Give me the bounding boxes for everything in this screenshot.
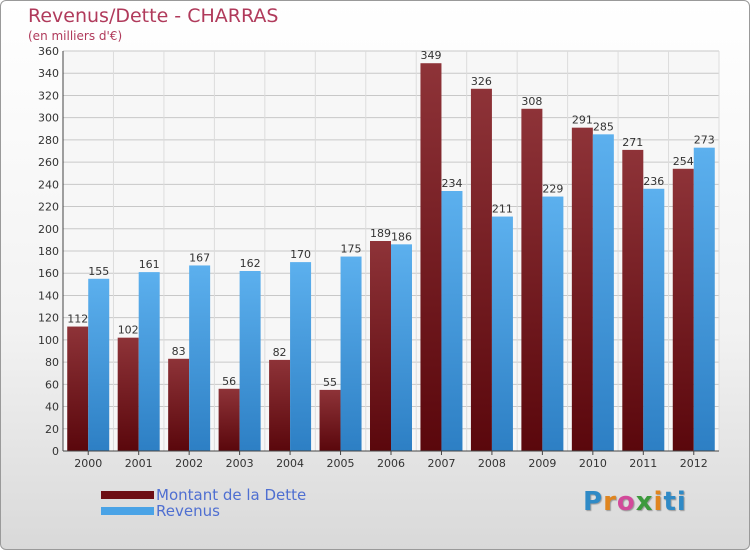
x-tick-label: 2003 bbox=[226, 457, 254, 470]
bar-dette-2004 bbox=[269, 359, 291, 451]
bar-value-label: 155 bbox=[88, 265, 109, 278]
legend-swatch-dette bbox=[101, 491, 154, 499]
y-tick-label: 20 bbox=[45, 423, 59, 436]
bar-revenus-2007 bbox=[441, 191, 463, 451]
bar-value-label: 236 bbox=[643, 175, 664, 188]
bar-dette-2009 bbox=[521, 108, 543, 452]
bar-revenus-2011 bbox=[643, 188, 665, 451]
bar-value-label: 161 bbox=[139, 258, 160, 271]
bar-value-label: 56 bbox=[222, 375, 236, 388]
bar-value-label: 285 bbox=[593, 120, 614, 133]
bar-value-label: 167 bbox=[189, 251, 210, 264]
bar-dette-2012 bbox=[672, 168, 694, 451]
chart-title: Revenus/Dette - CHARRAS bbox=[28, 5, 279, 27]
y-tick-label: 220 bbox=[38, 201, 59, 214]
proxiti-logo: Proxiti bbox=[583, 487, 687, 517]
bar-value-label: 102 bbox=[118, 324, 139, 337]
y-tick-label: 340 bbox=[38, 67, 59, 80]
bar-revenus-2009 bbox=[542, 196, 564, 451]
y-tick-label: 120 bbox=[38, 312, 59, 325]
x-tick-label: 2000 bbox=[74, 457, 102, 470]
x-tick-label: 2005 bbox=[327, 457, 355, 470]
chart-subtitle: (en milliers d'€) bbox=[28, 29, 123, 43]
bar-value-label: 254 bbox=[673, 155, 694, 168]
y-tick-label: 180 bbox=[38, 245, 59, 258]
y-tick-label: 260 bbox=[38, 156, 59, 169]
legend-label-dette: Montant de la Dette bbox=[156, 486, 307, 504]
x-tick-label: 2009 bbox=[528, 457, 556, 470]
bar-value-label: 82 bbox=[273, 346, 287, 359]
y-tick-label: 280 bbox=[38, 134, 59, 147]
y-tick-label: 300 bbox=[38, 112, 59, 125]
bar-value-label: 83 bbox=[172, 345, 186, 358]
y-tick-label: 240 bbox=[38, 178, 59, 191]
bar-dette-2002 bbox=[168, 358, 190, 451]
bar-dette-2005 bbox=[319, 389, 341, 451]
bar-value-label: 189 bbox=[370, 227, 391, 240]
bar-value-label: 308 bbox=[521, 95, 542, 108]
bar-revenus-2001 bbox=[138, 272, 160, 451]
bar-value-label: 229 bbox=[542, 183, 563, 196]
bar-revenus-2003 bbox=[239, 271, 261, 451]
x-tick-label: 2008 bbox=[478, 457, 506, 470]
bar-value-label: 271 bbox=[622, 136, 643, 149]
y-tick-label: 160 bbox=[38, 267, 59, 280]
y-tick-label: 0 bbox=[52, 445, 59, 458]
bar-value-label: 162 bbox=[240, 257, 261, 270]
y-tick-label: 60 bbox=[45, 378, 59, 391]
x-tick-label: 2007 bbox=[427, 457, 455, 470]
bar-revenus-2012 bbox=[693, 147, 715, 451]
bar-value-label: 170 bbox=[290, 248, 311, 261]
bar-value-label: 273 bbox=[694, 134, 715, 147]
x-tick-label: 2002 bbox=[175, 457, 203, 470]
bar-value-label: 349 bbox=[420, 49, 441, 62]
bar-value-label: 234 bbox=[441, 177, 462, 190]
x-tick-label: 2006 bbox=[377, 457, 405, 470]
bar-revenus-2002 bbox=[189, 265, 211, 451]
y-tick-label: 200 bbox=[38, 223, 59, 236]
x-tick-label: 2004 bbox=[276, 457, 304, 470]
bar-value-label: 55 bbox=[323, 376, 337, 389]
bar-revenus-2010 bbox=[592, 134, 614, 452]
legend-swatch-revenus bbox=[101, 507, 154, 515]
y-tick-label: 40 bbox=[45, 401, 59, 414]
bar-revenus-2008 bbox=[491, 216, 513, 451]
bar-revenus-2005 bbox=[340, 256, 362, 451]
bar-value-label: 112 bbox=[67, 313, 88, 326]
x-tick-label: 2001 bbox=[125, 457, 153, 470]
bar-dette-2001 bbox=[117, 337, 139, 451]
bar-revenus-2000 bbox=[88, 278, 110, 451]
bar-dette-2008 bbox=[470, 88, 492, 452]
bar-dette-2006 bbox=[370, 241, 391, 451]
bar-value-label: 186 bbox=[391, 230, 412, 243]
bar-value-label: 291 bbox=[572, 114, 593, 127]
bar-dette-2003 bbox=[218, 388, 240, 451]
bar-dette-2010 bbox=[571, 127, 593, 452]
legend-label-revenus: Revenus bbox=[156, 502, 220, 520]
y-tick-label: 360 bbox=[38, 45, 59, 58]
bar-value-label: 175 bbox=[341, 243, 362, 256]
x-tick-label: 2010 bbox=[579, 457, 607, 470]
y-tick-label: 320 bbox=[38, 89, 59, 102]
bar-dette-2011 bbox=[622, 149, 644, 451]
bar-dette-2000 bbox=[67, 326, 89, 451]
y-tick-label: 140 bbox=[38, 289, 59, 302]
bar-revenus-2006 bbox=[391, 244, 412, 451]
bar-value-label: 326 bbox=[471, 75, 492, 88]
x-tick-label: 2011 bbox=[629, 457, 657, 470]
bar-dette-2007 bbox=[420, 63, 442, 451]
y-tick-label: 80 bbox=[45, 356, 59, 369]
bar-revenus-2004 bbox=[290, 262, 312, 451]
bar-value-label: 211 bbox=[492, 203, 513, 216]
x-tick-label: 2012 bbox=[680, 457, 708, 470]
y-tick-label: 100 bbox=[38, 334, 59, 347]
